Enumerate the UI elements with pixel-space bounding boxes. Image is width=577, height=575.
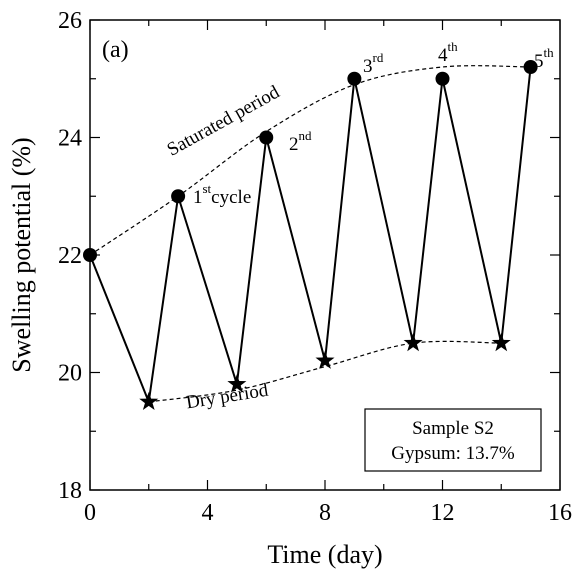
cycle-4-label: 4th: [438, 39, 458, 66]
y-tick-label: 20: [58, 361, 82, 387]
panel-label: (a): [102, 37, 129, 63]
saturated-point: [83, 248, 97, 262]
saturated-point: [259, 130, 274, 145]
x-tick-label: 12: [431, 500, 455, 526]
data-markers: [83, 60, 538, 410]
dry-period-label: Dry period: [185, 380, 271, 414]
x-axis-title: Time (day): [267, 540, 382, 569]
legend: Sample S2 Gypsum: 13.7%: [364, 408, 542, 472]
saturated-point: [347, 71, 362, 86]
dry-point: [139, 391, 159, 410]
y-axis-title: Swelling potential (%): [7, 137, 36, 372]
dry-envelope-line: [148, 340, 502, 403]
legend-box: [364, 408, 542, 472]
cycle-2-label: 2nd: [289, 128, 312, 155]
saturated-point: [171, 189, 186, 204]
x-tick-label: 4: [202, 500, 214, 526]
y-tick-label: 26: [58, 8, 82, 34]
y-tick-label: 22: [58, 243, 82, 269]
saturated-envelope-line: [89, 65, 531, 256]
legend-line-2: Gypsum: 13.7%: [391, 443, 515, 464]
dry-point: [491, 333, 511, 352]
y-tick-label: 24: [58, 126, 82, 152]
dry-point: [227, 374, 247, 393]
x-tick-label: 0: [84, 500, 96, 526]
x-tick-labels: 0 4 8 12 16: [84, 500, 572, 526]
saturated-point: [523, 60, 538, 74]
cycle-3-label: 3rd: [363, 50, 384, 77]
dry-point: [315, 350, 335, 369]
cycle-5-label: 5th: [534, 45, 554, 72]
x-tick-label: 16: [548, 500, 572, 526]
dry-point: [403, 333, 423, 352]
saturated-point: [435, 71, 450, 86]
cycle-1-label: 1stcycle: [193, 181, 251, 208]
x-tick-label: 8: [319, 500, 331, 526]
cycle-line: [89, 66, 532, 406]
y-tick-label: 18: [58, 478, 82, 504]
y-tick-labels: 18 20 22 24 26: [58, 8, 82, 504]
axis-ticks: [89, 19, 561, 491]
legend-line-1: Sample S2: [412, 418, 494, 439]
